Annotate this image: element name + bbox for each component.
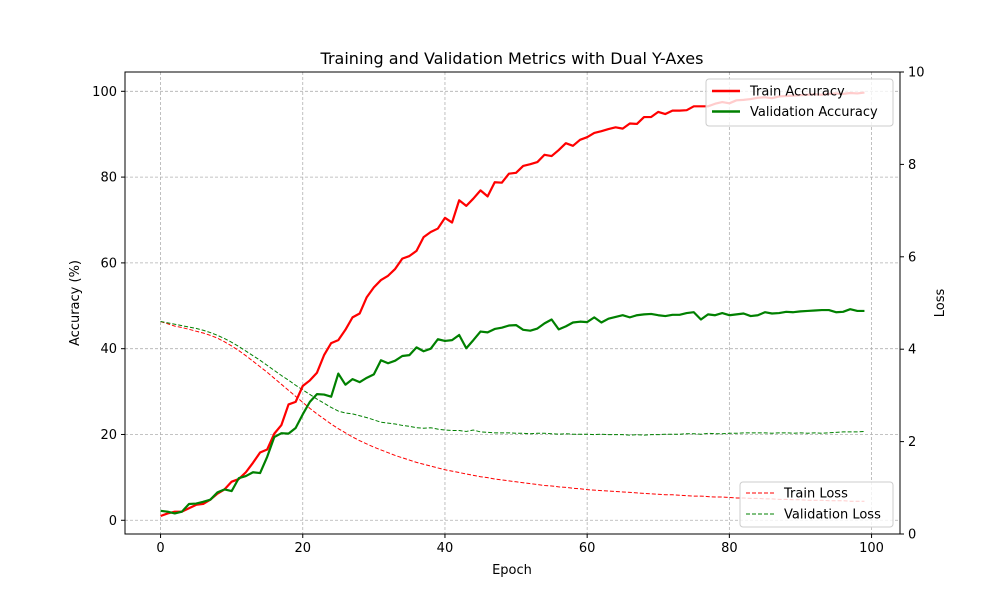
y-axis-left-label: Accuracy (%): [68, 260, 83, 346]
legend-label-train-loss: Train Loss: [783, 487, 848, 502]
series-layer: [160, 91, 865, 518]
legend-label-train-accuracy: Train Accuracy: [749, 85, 845, 100]
y-right-tick-label: 0: [908, 528, 916, 543]
y-left-tick-label: 0: [109, 514, 117, 529]
plot-frame: [124, 71, 901, 535]
y-left-tick-label: 40: [100, 342, 117, 357]
y-axis-right-label: Loss: [933, 289, 948, 318]
x-tick-label: 80: [721, 541, 738, 556]
x-tick-label: 100: [859, 541, 884, 556]
series-line-train-accuracy: [160, 91, 865, 518]
x-axis-label: Epoch: [492, 563, 532, 578]
y-left-tick-label: 20: [100, 428, 117, 443]
grid: [125, 72, 900, 534]
x-tick-label: 20: [294, 541, 311, 556]
y-right-tick-label: 4: [908, 343, 916, 358]
y-axis-right: 0 2 4 6 8 10: [900, 66, 925, 543]
series-line-validation-accuracy: [160, 308, 865, 515]
y-right-tick-label: 8: [908, 158, 916, 173]
legend-label-validation-accuracy: Validation Accuracy: [750, 105, 878, 120]
x-tick-label: 0: [156, 541, 164, 556]
y-left-tick-label: 60: [100, 256, 117, 271]
series-line-validation-loss: [160, 320, 865, 436]
y-right-tick-label: 10: [908, 66, 925, 81]
y-right-tick-label: 2: [908, 435, 916, 450]
legend-upper: Train Accuracy Validation Accuracy: [705, 78, 894, 127]
y-right-tick-label: 6: [908, 250, 916, 265]
x-tick-label: 40: [437, 541, 454, 556]
legend-lower: Train Loss Validation Loss: [739, 481, 894, 528]
y-left-tick-label: 100: [92, 85, 117, 100]
series-line-train-loss: [160, 321, 865, 502]
legend-label-validation-loss: Validation Loss: [784, 508, 881, 523]
y-axis-left: 0 20 40 60 80 100: [92, 85, 125, 529]
x-axis: 0 20 40 60 80 100: [156, 534, 884, 556]
x-tick-label: 60: [579, 541, 596, 556]
chart-title: Training and Validation Metrics with Dua…: [320, 49, 704, 68]
y-left-tick-label: 80: [100, 171, 117, 186]
